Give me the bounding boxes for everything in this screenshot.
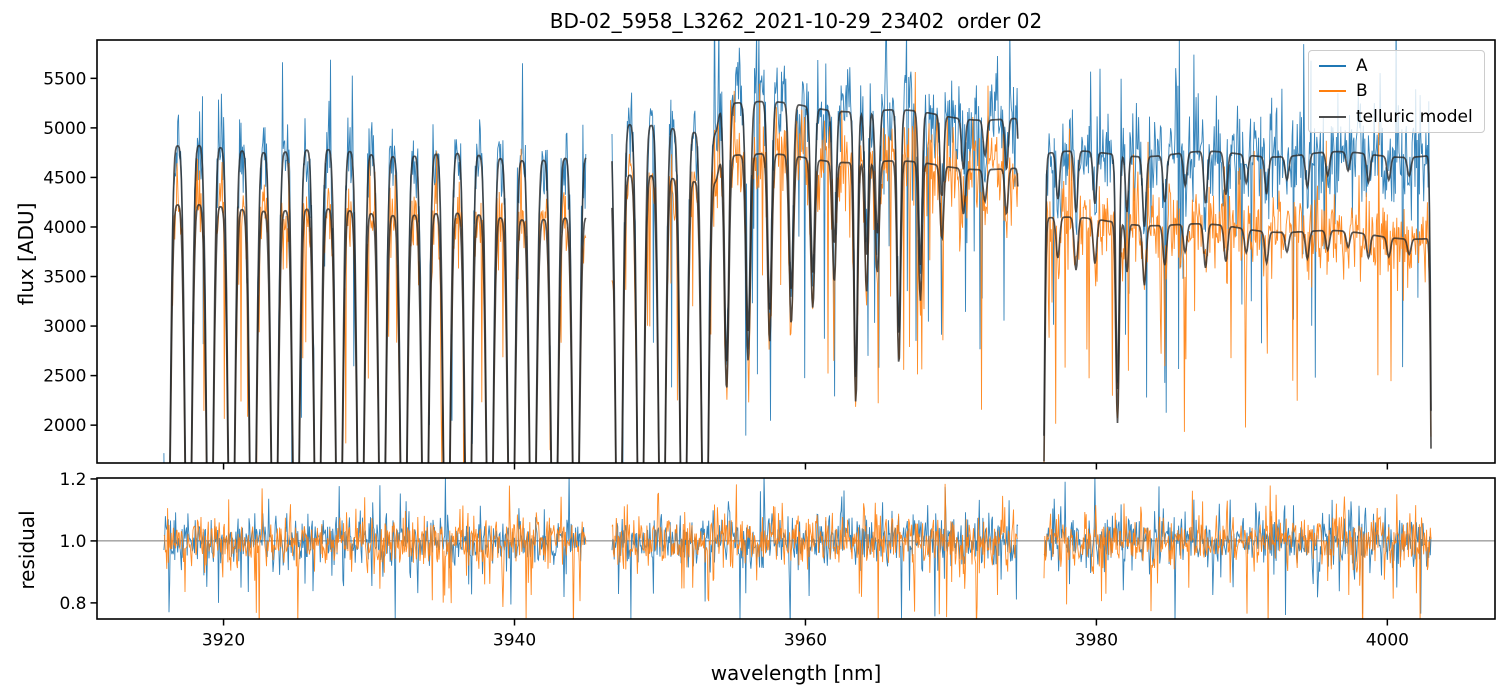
x-tick-label: 3920: [202, 631, 245, 651]
flux-y-tick-label: 4500: [43, 168, 86, 188]
x-tick-label: 3980: [1075, 631, 1118, 651]
telluric-model-a-line: [1043, 150, 1432, 436]
residual-y-tick-label: 1.2: [59, 470, 86, 490]
flux-panel-border: [96, 39, 1496, 464]
residual-a-line: [611, 478, 1019, 619]
residual-y-tick-label: 0.8: [59, 594, 86, 614]
legend-line-sample-b: [1319, 90, 1346, 93]
flux-y-tick-label: 2500: [43, 367, 86, 387]
x-tick-label: 4000: [1366, 631, 1409, 651]
x-tick-label: 3940: [493, 631, 536, 651]
spectrum-b-line: [1043, 121, 1432, 463]
flux-y-tick-label: 3000: [43, 317, 86, 337]
flux-y-tick-label: 3500: [43, 268, 86, 288]
legend-label-a: A: [1356, 55, 1368, 76]
residual-y-tick-label: 1.0: [59, 532, 86, 552]
telluric-model-b-line: [1043, 216, 1432, 462]
telluric-model-b-line: [611, 153, 1019, 463]
residual-b-line: [163, 485, 587, 619]
plot-title: BD-02_5958_L3262_2021-10-29_23402 order …: [549, 9, 1043, 33]
legend-line-sample-a: [1319, 64, 1346, 67]
x-tick-label: 3960: [784, 631, 827, 651]
wavelength-axis-label: wavelength [nm]: [710, 661, 882, 685]
residual-b-line: [1043, 485, 1432, 619]
legend-item-b: B: [1309, 79, 1484, 104]
legend-label-telluric: telluric model: [1356, 107, 1473, 128]
legend-item-a: A: [1309, 53, 1484, 78]
spectrum-a-line: [1043, 40, 1432, 428]
flux-y-tick-label: 2000: [43, 416, 86, 436]
legend: A B telluric model: [1308, 50, 1485, 133]
residual-b-line: [611, 483, 1018, 619]
legend-label-b: B: [1356, 81, 1368, 102]
flux-y-tick-label: 5000: [43, 119, 86, 139]
telluric-model-b-line: [169, 203, 587, 463]
legend-item-telluric-model: telluric model: [1309, 105, 1484, 130]
flux-y-tick-label: 5500: [43, 69, 86, 89]
legend-line-sample-telluric: [1319, 116, 1346, 119]
residual-panel-border: [96, 477, 1496, 620]
flux-y-tick-label: 4000: [43, 218, 86, 238]
